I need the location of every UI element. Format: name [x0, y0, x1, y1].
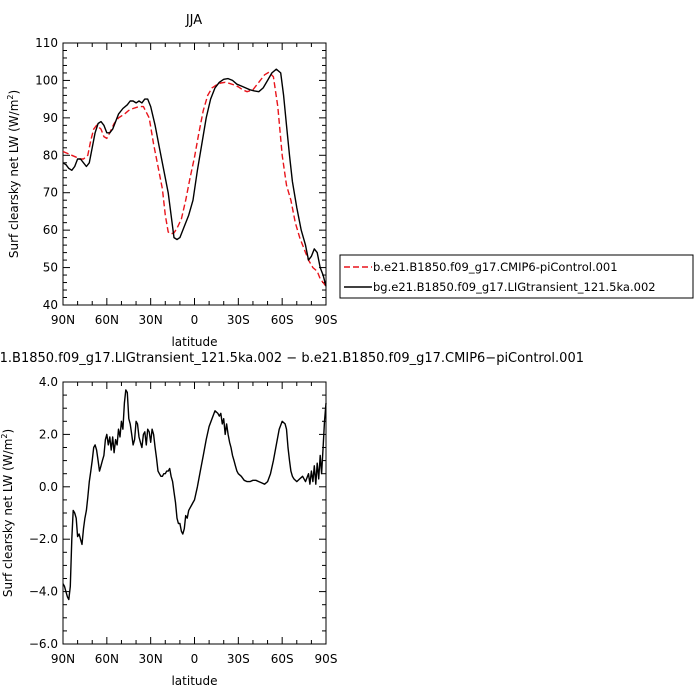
- x-tick-label: 60S: [271, 652, 294, 666]
- plot-frame: [62, 42, 327, 306]
- legend-label: b.e21.B1850.f09_g17.CMIP6-piControl.001: [373, 260, 618, 274]
- x-tick-label: 90N: [51, 652, 75, 666]
- y-tick-label: 100: [35, 73, 58, 87]
- y-tick-label: 90: [43, 111, 58, 125]
- x-tick-label: 90S: [315, 313, 338, 327]
- series-line-1: [62, 71, 327, 287]
- y-tick-label: 50: [43, 261, 58, 275]
- legend: b.e21.B1850.f09_g17.CMIP6-piControl.001b…: [339, 254, 694, 299]
- y-tick-label: 0.0: [39, 480, 58, 494]
- y-tick-label: 110: [35, 36, 58, 50]
- x-tick-label: 90S: [315, 652, 338, 666]
- y-tick-label: 40: [43, 298, 58, 312]
- y-tick-label: 2.0: [39, 427, 58, 441]
- y-tick-label: 80: [43, 148, 58, 162]
- chart-panel-1: 90N 60N 30N 0 30S 60S 90S 40 50 60 70 80 90 100 110 JJA…: [6, 13, 694, 349]
- series-line-1: [62, 389, 327, 601]
- chart-title: JJA: [185, 13, 202, 28]
- y-tick-label: 4.0: [39, 375, 58, 389]
- x-tick-label: 30N: [139, 313, 163, 327]
- y-tick-label: −2.0: [29, 532, 58, 546]
- y-tick-label: 60: [43, 223, 58, 237]
- x-tick-label: 30S: [227, 313, 250, 327]
- x-tick-label: 0: [191, 313, 199, 327]
- y-axis-label: Surf clearsky net LW (W/m2): [0, 429, 15, 597]
- y-tick-label: −4.0: [29, 585, 58, 599]
- x-axis-label: latitude: [171, 335, 217, 349]
- legend-label: bg.e21.B1850.f09_g17.LIGtransient_121.5k…: [373, 280, 656, 294]
- x-tick-label: 60N: [95, 313, 119, 327]
- x-tick-label: 30S: [227, 652, 250, 666]
- x-tick-label: 60N: [95, 652, 119, 666]
- x-axis-label: latitude: [171, 674, 217, 688]
- x-tick-label: 30N: [139, 652, 163, 666]
- x-tick-label: 60S: [271, 313, 294, 327]
- plot-frame: [62, 381, 327, 645]
- chart-title: bg.e21.B1850.f09_g17.LIGtransient_121.5k…: [0, 351, 584, 366]
- x-tick-label: 90N: [51, 313, 75, 327]
- legend-box: [339, 254, 694, 299]
- y-axis-label: Surf clearsky net LW (W/m2): [6, 90, 21, 258]
- series-line-2: [62, 68, 327, 287]
- y-tick-label: −6.0: [29, 637, 58, 651]
- x-tick-label: 0: [191, 652, 199, 666]
- y-tick-label: 70: [43, 186, 58, 200]
- chart-panel-2: 90N 60N 30N 0 30S 60S 90S −6.0 −4.0 −2.0 0.0 2.0 4.0…: [0, 351, 584, 688]
